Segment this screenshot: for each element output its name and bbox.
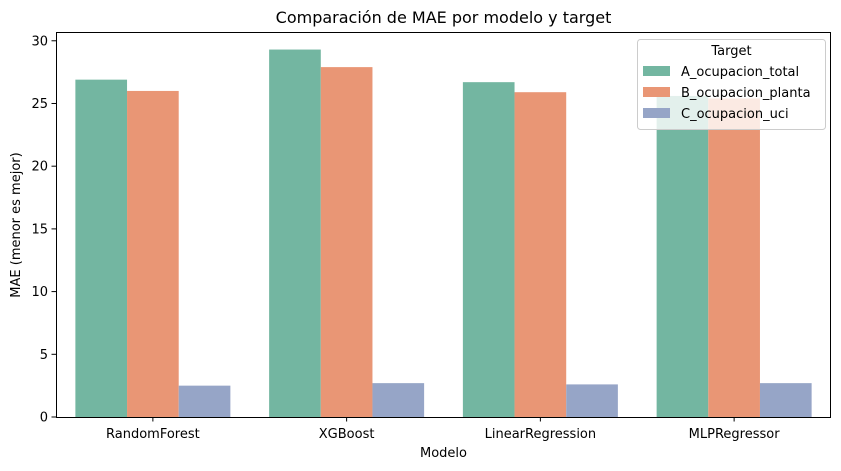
- bar-linearregression-2: [514, 92, 567, 418]
- bars: [75, 49, 812, 418]
- y-axis: 0 5 10 15 20 25 30: [31, 34, 57, 426]
- x-tick-label: LinearRegression: [485, 427, 597, 442]
- chart-title: Comparación de MAE por modelo y target: [276, 8, 612, 27]
- y-axis-label: MAE (menor es mejor): [9, 152, 24, 297]
- bar-randomforest-3: [178, 385, 231, 417]
- legend-label: A_ocupacion_total: [681, 65, 799, 80]
- bar-linearregression-1: [462, 82, 515, 417]
- bar-xgboost-2: [320, 67, 373, 417]
- x-tick-label: RandomForest: [106, 427, 200, 442]
- y-tick-label: 20: [31, 160, 48, 175]
- y-tick-label: 15: [31, 222, 48, 237]
- legend-frame: [637, 39, 826, 130]
- legend-swatch: [643, 108, 670, 118]
- legend-label: C_ocupacion_uci: [681, 107, 789, 122]
- bar-randomforest-1: [75, 79, 128, 417]
- bar-linearregression-3: [566, 384, 618, 417]
- legend-entries: A_ocupacion_total B_ocupacion_planta C_ocu…: [643, 65, 811, 122]
- y-tick-label: 30: [31, 34, 48, 49]
- y-tick-label: 5: [40, 348, 48, 363]
- legend-label: B_ocupacion_planta: [681, 86, 811, 101]
- bar-mlpregressor-1: [656, 95, 709, 418]
- legend-swatch: [643, 87, 670, 97]
- legend-swatch: [643, 66, 670, 76]
- bar-randomforest-2: [127, 90, 179, 417]
- y-tick-label: 10: [31, 285, 48, 300]
- legend-title: Target: [710, 44, 751, 59]
- y-tick-label: 0: [40, 411, 48, 426]
- bar-mlpregressor-2: [708, 98, 760, 418]
- x-axis-label: Modelo: [420, 446, 467, 461]
- bar-mlpregressor-3: [759, 383, 812, 417]
- bar-xgboost-1: [269, 49, 321, 417]
- bar-xgboost-3: [372, 383, 425, 417]
- x-tick-label: MLPRegressor: [689, 427, 781, 442]
- y-tick-label: 25: [31, 97, 48, 112]
- plot-frame: [56, 32, 831, 418]
- legend: Target A_ocupacion_total B_ocupacion_plan…: [637, 39, 826, 130]
- x-axis: RandomForest XGBoost LinearRegression MLPRe…: [106, 417, 780, 442]
- x-tick-label: XGBoost: [319, 427, 375, 442]
